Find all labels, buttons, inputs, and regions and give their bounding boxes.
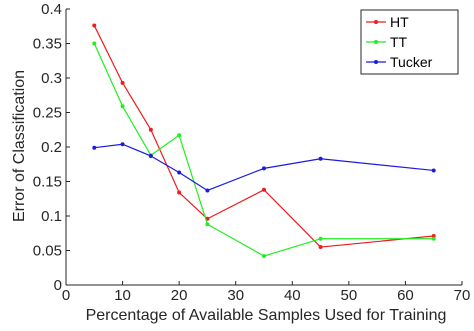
data-point-ht: [177, 190, 182, 195]
x-tick-label: 20: [171, 287, 188, 304]
series-tt: [92, 41, 436, 259]
data-point-tucker: [120, 142, 125, 147]
data-point-tucker: [205, 188, 210, 193]
series-ht: [92, 23, 436, 250]
legend-label-ht: HT: [390, 14, 409, 30]
data-point-ht: [148, 127, 153, 132]
x-tick-label: 50: [341, 287, 358, 304]
legend-label-tucker: Tucker: [390, 54, 433, 70]
data-point-tt: [431, 236, 436, 241]
y-tick-label: 0.4: [41, 1, 62, 18]
y-tick-label: 0.05: [33, 243, 62, 260]
data-point-tucker: [262, 166, 266, 171]
data-point-tucker: [92, 145, 97, 150]
legend-marker-ht: [374, 20, 378, 24]
x-tick-label: 10: [114, 287, 131, 304]
y-tick-label: 0.35: [33, 36, 62, 53]
legend: HT TT Tucker: [360, 9, 459, 75]
y-tick-label: 0.3: [41, 70, 62, 87]
y-tick-label: 0.15: [33, 174, 62, 191]
data-point-tt: [177, 133, 182, 138]
x-tick-label: 60: [397, 287, 414, 304]
y-tick-label: 0.1: [41, 208, 62, 225]
data-point-ht: [92, 23, 97, 28]
series-tucker: [92, 142, 436, 193]
data-point-tt: [205, 222, 210, 227]
legend-label-tt: TT: [390, 34, 408, 50]
data-point-tt: [262, 254, 266, 259]
data-point-ht: [120, 80, 125, 85]
series-layer: [92, 23, 436, 259]
data-point-tt: [92, 41, 97, 46]
y-axis-label: Error of Classification: [11, 70, 28, 222]
legend-marker-tucker: [374, 60, 378, 64]
x-tick-label: 30: [227, 287, 244, 304]
series-line-ht: [93, 25, 434, 248]
data-point-ht: [318, 245, 323, 250]
data-point-tucker: [148, 153, 153, 158]
y-tick-label: 0: [54, 277, 62, 294]
data-point-tt: [318, 236, 323, 241]
data-point-tucker: [431, 168, 436, 173]
data-point-ht: [431, 234, 436, 239]
y-tick-label: 0.2: [41, 139, 62, 156]
data-point-ht: [262, 187, 266, 192]
x-axis-label: Percentage of Available Samples Used for…: [86, 307, 447, 324]
legend-marker-tt: [374, 40, 378, 44]
y-tick-label: 0.25: [33, 105, 62, 122]
x-tick-label: 40: [284, 287, 301, 304]
axes: 0 10 20 30 40 50 60 70 0 0.05 0.1 0.15 0.2 0.25 0.3 0.3…: [33, 1, 471, 304]
x-tick-label: 70: [454, 287, 471, 304]
data-point-tucker: [177, 170, 182, 175]
x-tick-label: 0: [62, 287, 70, 304]
data-point-tt: [120, 104, 125, 109]
series-line-tucker: [94, 143, 434, 192]
series-line-tt: [93, 43, 434, 257]
data-point-tucker: [318, 156, 323, 161]
